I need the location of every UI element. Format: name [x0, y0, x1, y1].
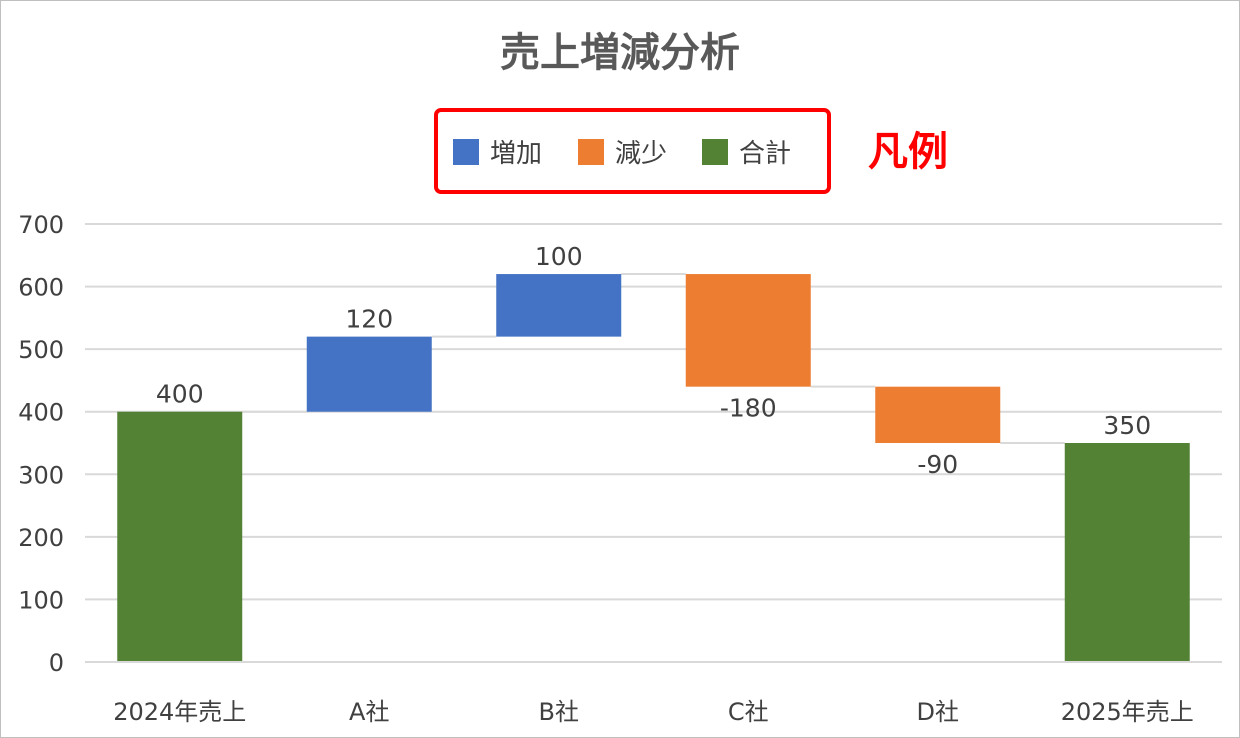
- connector-lines: [242, 273, 1065, 444]
- y-tick-label-0: 0: [49, 649, 64, 677]
- data-label-3: -180: [720, 394, 777, 423]
- bar-3: [685, 274, 811, 387]
- data-label-1: 120: [345, 305, 393, 334]
- data-label-4: -90: [917, 450, 958, 479]
- y-tick-label-300: 300: [18, 461, 64, 489]
- bar-4: [875, 386, 1001, 443]
- x-tick-label-2: B社: [539, 698, 579, 726]
- legend-label-1: 減少: [615, 139, 667, 169]
- gridlines: [85, 223, 1222, 601]
- y-tick-label-200: 200: [18, 524, 64, 552]
- data-label-5: 350: [1103, 411, 1151, 440]
- y-tick-label-600: 600: [18, 274, 64, 302]
- x-tick-label-4: D社: [917, 698, 959, 726]
- x-tick-label-5: 2025年売上: [1061, 698, 1194, 726]
- bar-2: [496, 274, 622, 337]
- data-label-2: 100: [535, 242, 583, 271]
- bar-5: [1064, 443, 1190, 662]
- legend-swatch-2: [702, 139, 728, 165]
- legend-callout-box: [434, 108, 831, 194]
- legend-callout-label: 凡例: [868, 129, 948, 175]
- bars: [117, 274, 1190, 662]
- y-tick-label-500: 500: [18, 336, 64, 364]
- data-label-0: 400: [156, 380, 204, 409]
- x-tick-label-3: C社: [728, 698, 769, 726]
- legend-label-0: 増加: [490, 139, 542, 169]
- x-tick-label-0: 2024年売上: [113, 698, 246, 726]
- y-tick-label-400: 400: [18, 399, 64, 427]
- legend: 増加 減少 合計: [453, 139, 791, 169]
- bar-1: [306, 336, 432, 412]
- data-labels: 400 120 100 -180 -90 350: [156, 242, 1151, 479]
- y-tick-label-100: 100: [18, 586, 64, 614]
- x-tick-label-1: A社: [349, 698, 389, 726]
- chart-title: 売上増減分析: [500, 30, 740, 76]
- bar-0: [117, 411, 243, 662]
- legend-label-2: 合計: [739, 139, 791, 169]
- legend-swatch-0: [453, 139, 479, 165]
- y-axis: 0 100 200 300 400 500 600 700: [18, 211, 1222, 677]
- x-axis: 2024年売上 A社 B社 C社 D社 2025年売上: [113, 698, 1194, 726]
- y-tick-label-700: 700: [18, 211, 64, 239]
- legend-swatch-1: [578, 139, 604, 165]
